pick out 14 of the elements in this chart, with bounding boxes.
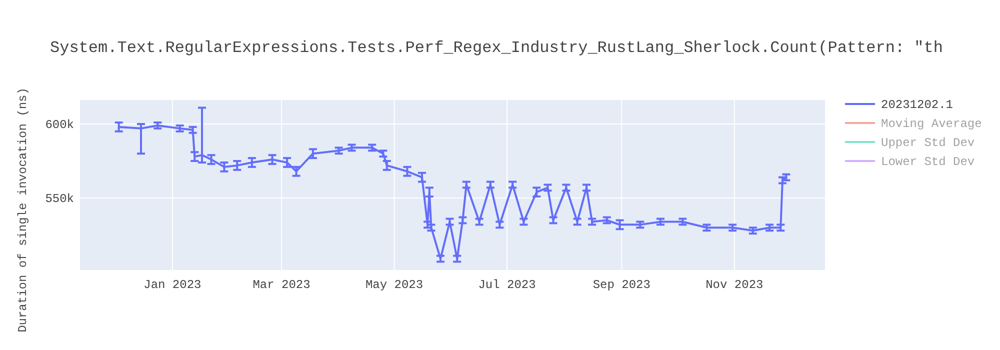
legend-label: Upper Std Dev [881,136,975,150]
x-tick-label: Mar 2023 [252,278,310,292]
legend-label: Moving Average [881,117,982,131]
x-tick-label: Sep 2023 [592,278,650,292]
x-tick-label: Jan 2023 [144,278,202,292]
y-tick-label: 550k [45,192,74,206]
chart-title: System.Text.RegularExpressions.Tests.Perf_Regex_Industry_RustLang_Sherlock.Count(Pattern: "th [50,39,943,57]
x-tick-label: Nov 2023 [706,278,764,292]
legend-label: 20231202.1 [881,98,954,112]
legend-label: Lower Std Dev [881,155,975,169]
x-tick-label: May 2023 [365,278,424,292]
y-tick-label: 600k [45,118,74,132]
x-tick-label: Jul 2023 [478,278,536,292]
y-axis-title: Duration of single invocation (ns) [16,88,30,332]
